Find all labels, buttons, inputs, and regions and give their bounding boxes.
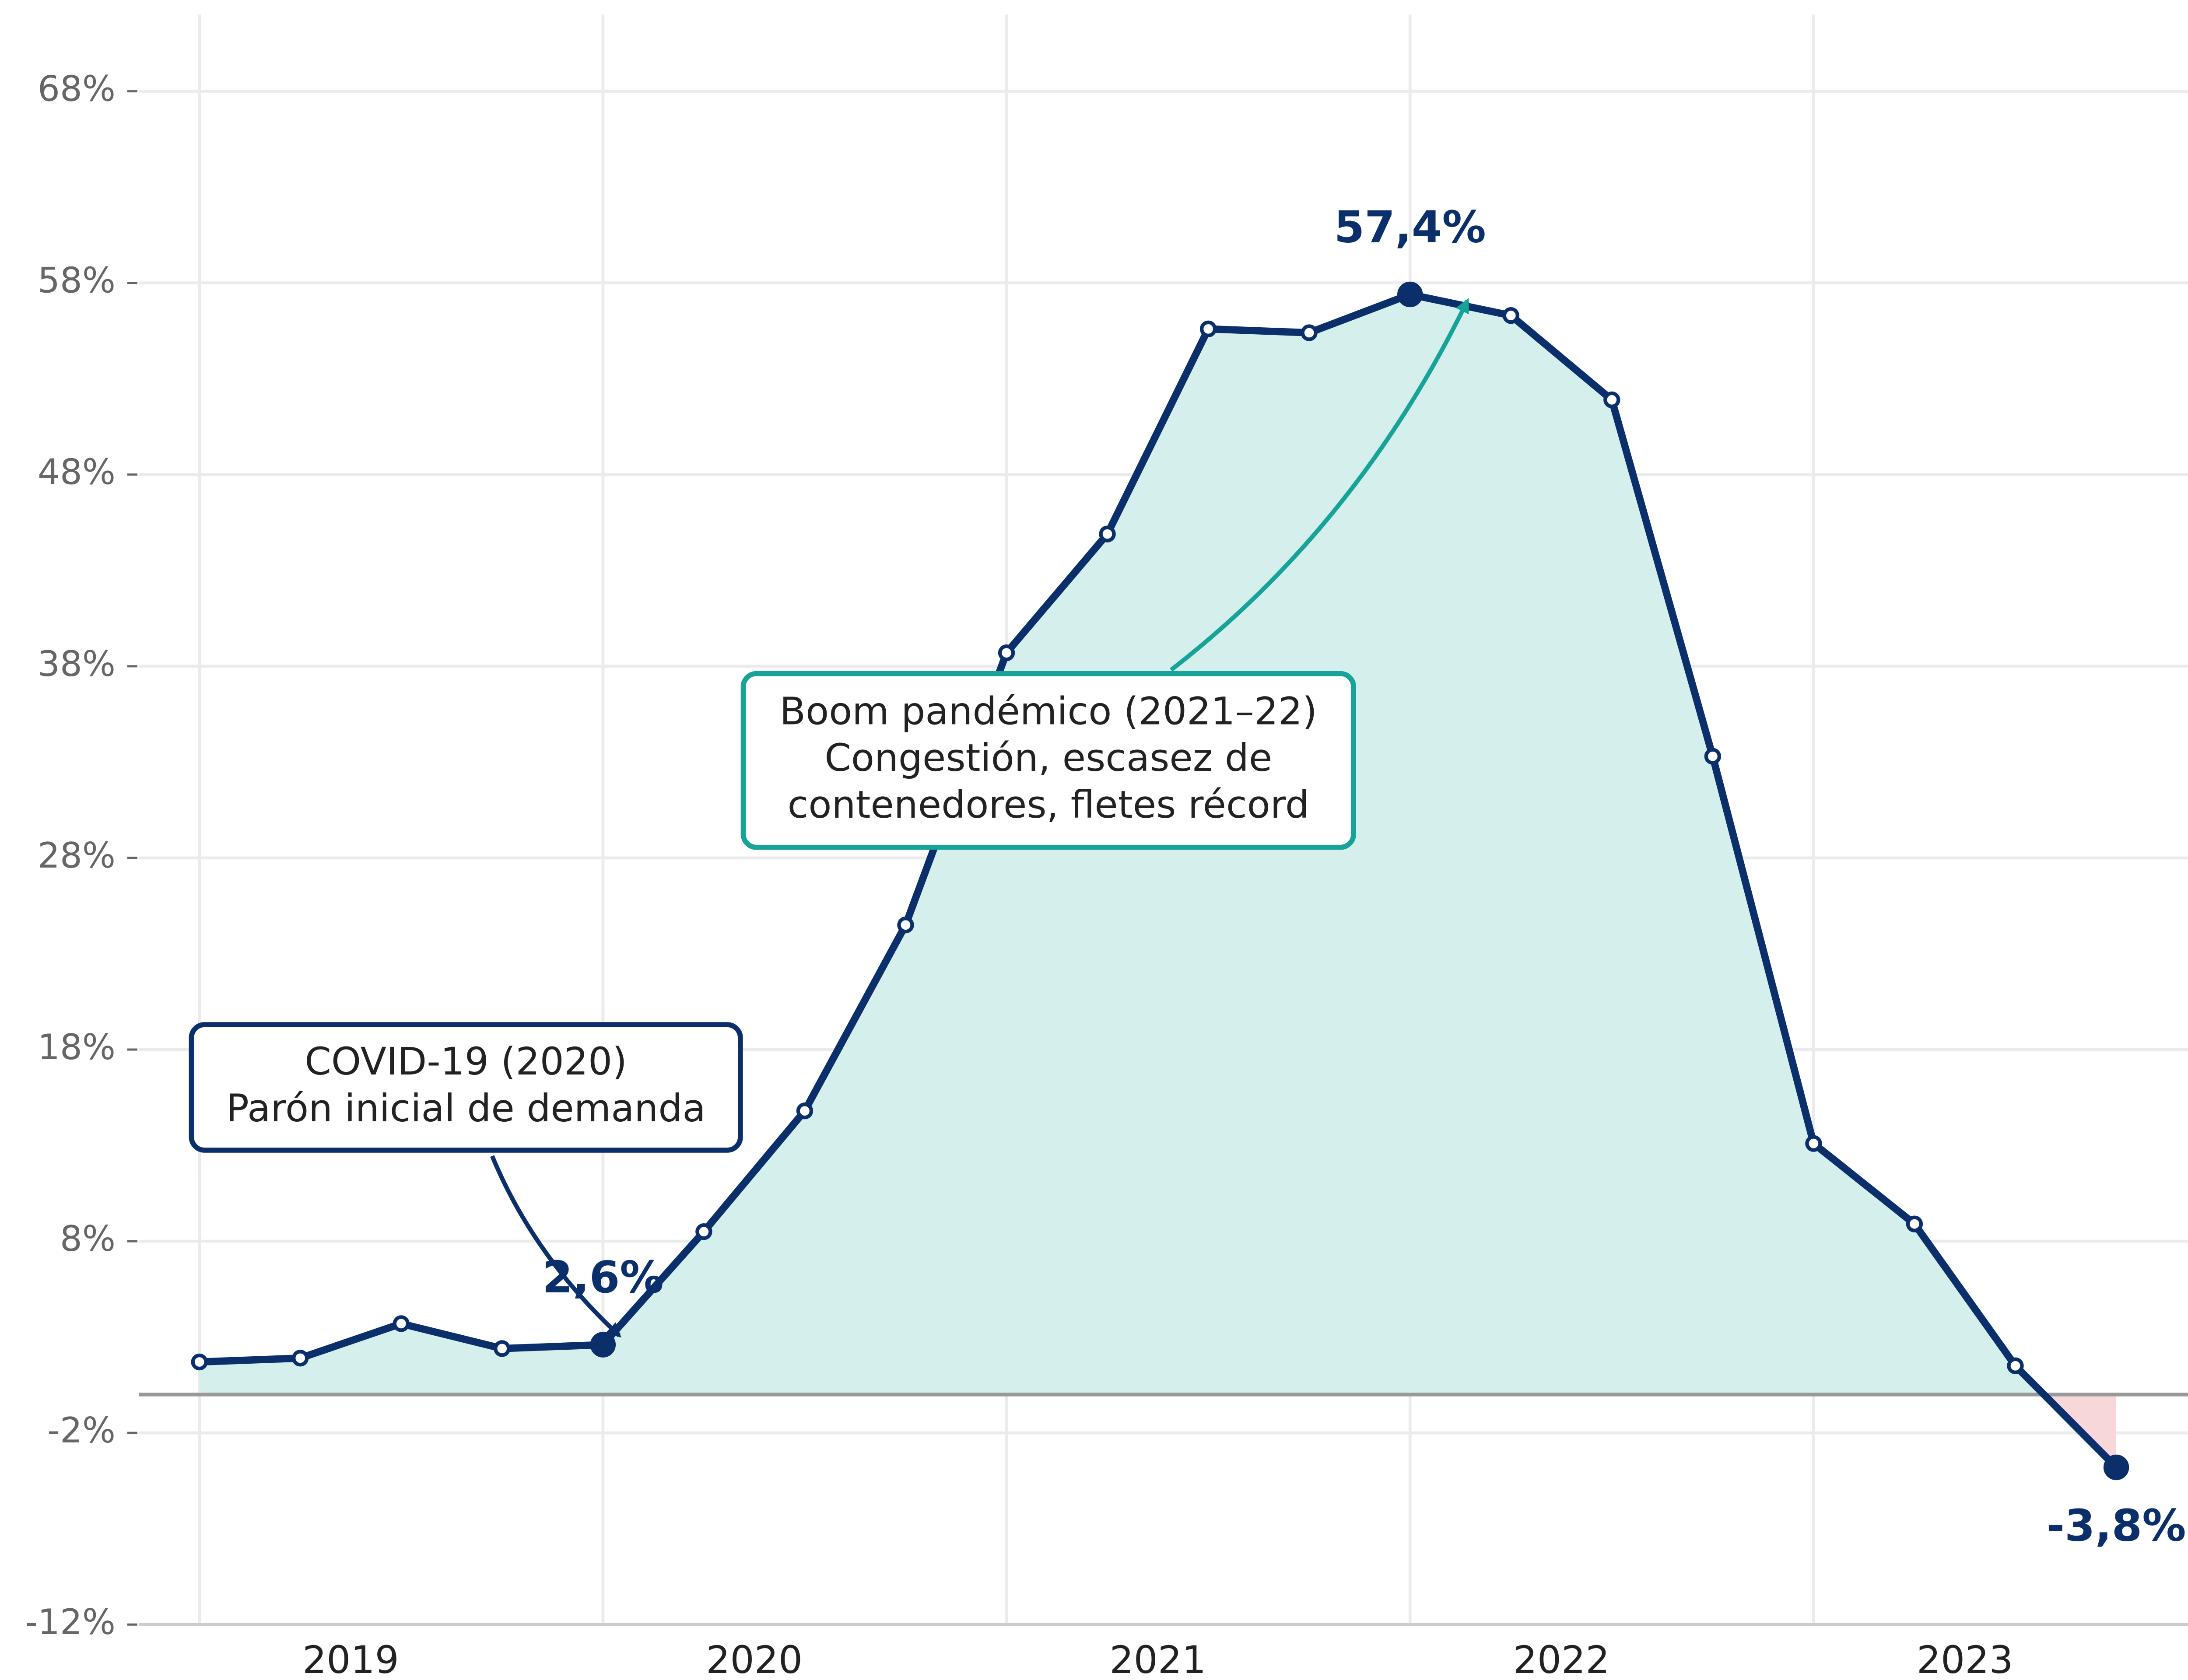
point	[998, 644, 1015, 662]
x-tick-label: 2022	[1513, 1638, 1610, 1680]
point	[1397, 281, 1423, 308]
point	[1603, 391, 1620, 409]
annotation-box	[740, 671, 1356, 850]
annotation-text: Congestión, escasez de	[824, 736, 1272, 780]
line	[199, 290, 2119, 1470]
y-tick-label: -12%	[25, 1602, 116, 1642]
value-label: -3,8%	[2046, 1500, 2186, 1551]
point	[1199, 320, 1217, 337]
point	[1805, 1135, 1822, 1152]
point	[1704, 748, 1722, 765]
value-label: 2,6%	[542, 1252, 664, 1303]
area-positive	[199, 294, 2044, 1395]
annotation-text: Parón inicial de demanda	[226, 1086, 706, 1130]
annotation-arrow	[1169, 298, 1469, 672]
point	[590, 1332, 616, 1358]
annotation-box	[189, 1022, 743, 1153]
x-tick-label: 2020	[706, 1638, 803, 1680]
point	[897, 917, 914, 934]
point	[1906, 1215, 1923, 1232]
y-tick-label: 48%	[38, 452, 116, 493]
annotation-arrow	[490, 1155, 621, 1338]
annotation-text: Boom pandémico (2021–22)	[780, 689, 1317, 733]
y-tick-label: 58%	[38, 260, 116, 301]
annotation-text: contenedores, fletes récord	[788, 783, 1309, 827]
y-tick-label: 28%	[38, 835, 116, 876]
annotation-text: COVID-19 (2020)	[305, 1040, 627, 1084]
point	[695, 1223, 712, 1240]
x-tick-label: 2019	[302, 1638, 399, 1680]
point	[393, 1315, 410, 1332]
point	[191, 1353, 208, 1371]
point	[494, 1340, 511, 1357]
point	[1502, 307, 1519, 324]
y-tick-label: 68%	[38, 69, 116, 109]
point	[1301, 324, 1318, 341]
y-tick-label: 8%	[60, 1218, 116, 1259]
y-tick-label: 18%	[38, 1027, 116, 1068]
y-tick-label: 38%	[38, 644, 116, 684]
point	[2007, 1357, 2024, 1375]
y-tick-label: -2%	[47, 1410, 116, 1451]
x-tick-label: 2021	[1109, 1638, 1206, 1680]
x-tick-label: 2023	[1917, 1638, 2013, 1680]
point	[1099, 525, 1116, 542]
point	[2103, 1454, 2129, 1480]
point	[796, 1102, 813, 1120]
value-label: 57,4%	[1334, 202, 1486, 253]
point	[292, 1350, 309, 1367]
